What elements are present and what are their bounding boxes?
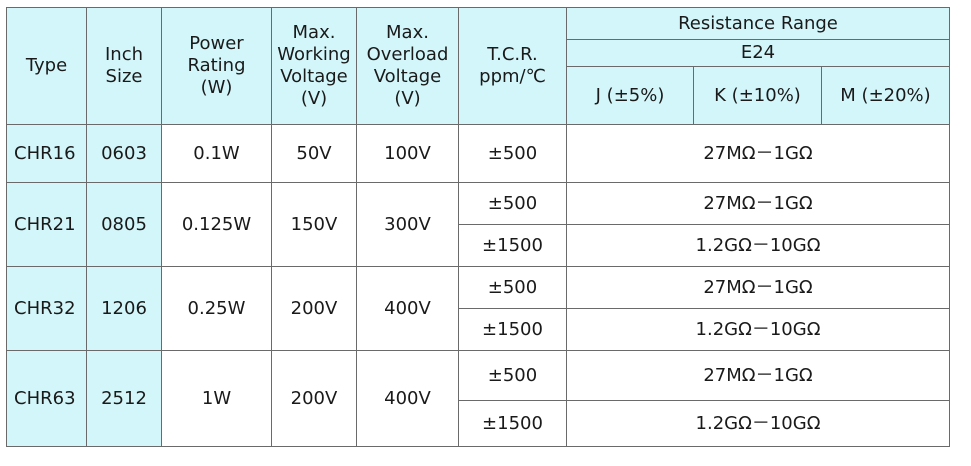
header-tolerance-k: K (±10%)	[693, 66, 822, 125]
table-row: ±1500 1.2GΩ－10GΩ	[7, 308, 950, 351]
table-row: CHR32 1206 0.25W 200V 400V ±500 27MΩ－1GΩ	[6, 266, 950, 351]
cell-tcr: ±500	[458, 182, 567, 225]
cell-inch-size: 0805	[86, 182, 162, 267]
cell-tcr: ±1500	[458, 400, 567, 447]
cell-working-voltage: 200V	[271, 266, 357, 351]
cell-working-voltage: 200V	[271, 350, 357, 447]
cell-resistance-range: 27MΩ－1GΩ	[566, 350, 950, 401]
cell-power-rating: 0.125W	[161, 182, 272, 267]
header-type: Type	[6, 7, 87, 125]
cell-resistance-range: 1.2GΩ－10GΩ	[566, 400, 950, 447]
cell-overload-voltage: 100V	[356, 124, 459, 183]
header-resistance-range: Resistance Range	[566, 7, 950, 40]
cell-overload-voltage: 300V	[356, 182, 459, 267]
cell-power-rating: 0.1W	[161, 124, 272, 183]
cell-overload-voltage: 400V	[356, 350, 459, 447]
cell-type: CHR63	[6, 350, 87, 447]
table-row: CHR21 0805 0.125W 150V 300V ±500 27MΩ－1G…	[6, 182, 950, 267]
cell-resistance-range: 27MΩ－1GΩ	[566, 124, 950, 183]
cell-tcr: ±1500	[458, 224, 567, 267]
table-row: CHR63 2512 1W 200V 400V ±500 27MΩ－1GΩ	[6, 350, 950, 447]
table-row: ±1500 1.2GΩ－10GΩ	[7, 224, 950, 267]
cell-tcr: ±500	[458, 124, 567, 183]
header-e24-series: E24	[566, 39, 950, 67]
cell-inch-size: 1206	[86, 266, 162, 351]
spec-table: Type Inch Size Power Rating (W) Max. Working…	[6, 7, 950, 447]
header-tolerance-j: J (±5%)	[566, 66, 694, 125]
cell-resistance-range: 27MΩ－1GΩ	[566, 182, 950, 225]
cell-overload-voltage: 400V	[356, 266, 459, 351]
cell-tcr: ±1500	[458, 308, 567, 351]
header-power-rating: Power Rating (W)	[161, 7, 272, 125]
cell-inch-size: 0603	[86, 124, 162, 183]
cell-type: CHR21	[6, 182, 87, 267]
cell-resistance-range: 1.2GΩ－10GΩ	[566, 308, 950, 351]
cell-power-rating: 0.25W	[161, 266, 272, 351]
cell-resistance-range: 1.2GΩ－10GΩ	[566, 224, 950, 267]
cell-type: CHR16	[6, 124, 87, 183]
table-row: CHR16 0603 0.1W 50V 100V ±500 27MΩ－1GΩ	[6, 124, 950, 183]
cell-tcr: ±500	[458, 266, 567, 309]
cell-type: CHR32	[6, 266, 87, 351]
cell-working-voltage: 50V	[271, 124, 357, 183]
cell-inch-size: 2512	[86, 350, 162, 447]
header-tcr: T.C.R. ppm/℃	[458, 7, 567, 125]
cell-working-voltage: 150V	[271, 182, 357, 267]
cell-tcr: ±500	[458, 350, 567, 401]
header-max-working-voltage: Max. Working Voltage (V)	[271, 7, 357, 125]
header-tolerance-m: M (±20%)	[821, 66, 950, 125]
header-max-overload-voltage: Max. Overload Voltage (V)	[356, 7, 459, 125]
table-row: ±1500 1.2GΩ－10GΩ	[7, 400, 950, 447]
header-inch-size: Inch Size	[86, 7, 162, 125]
cell-resistance-range: 27MΩ－1GΩ	[566, 266, 950, 309]
table-body: CHR16 0603 0.1W 50V 100V ±500 27MΩ－1GΩ C…	[6, 124, 950, 447]
cell-power-rating: 1W	[161, 350, 272, 447]
table-header: Type Inch Size Power Rating (W) Max. Working…	[6, 7, 950, 125]
